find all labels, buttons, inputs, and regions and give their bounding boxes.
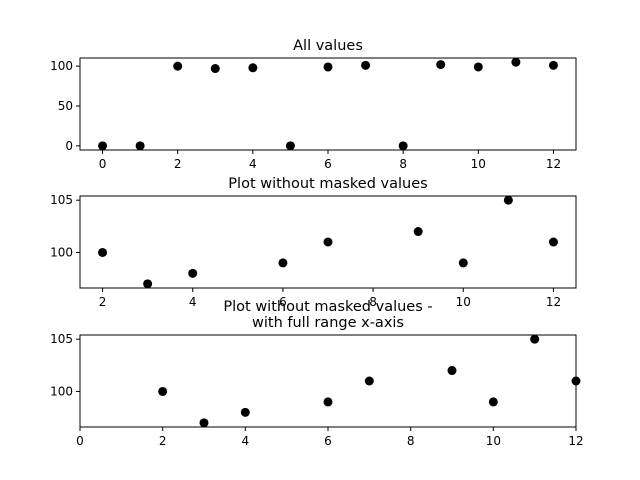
- data-point: [278, 258, 288, 268]
- x-tick-label: 8: [399, 157, 407, 171]
- x-tick-label: 10: [471, 157, 486, 171]
- x-tick-label: 6: [324, 157, 332, 171]
- data-point: [135, 141, 145, 151]
- subplot-2: Plot without masked values 2 4 6 8 10 12 100 105: [50, 176, 577, 309]
- chart-title: Plot without masked values: [228, 176, 427, 192]
- x-tick-label: 12: [546, 157, 561, 171]
- data-point: [530, 334, 540, 344]
- data-point: [323, 237, 333, 247]
- data-point: [323, 62, 333, 72]
- y-tick-label: 100: [50, 59, 73, 73]
- data-point: [98, 247, 108, 257]
- data-point: [503, 195, 513, 205]
- data-point: [240, 407, 250, 417]
- axes-frame: [79, 195, 577, 289]
- data-point: [361, 60, 371, 70]
- y-tick-label: 100: [50, 245, 73, 259]
- x-tick-label: 4: [242, 434, 250, 448]
- x-tick-label: 8: [407, 434, 415, 448]
- y-tick-label: 100: [50, 384, 73, 398]
- x-tick-label: 0: [99, 157, 107, 171]
- data-point: [413, 227, 423, 237]
- data-point: [488, 397, 498, 407]
- x-tick-label: 10: [486, 434, 501, 448]
- x-tick-label: 6: [324, 434, 332, 448]
- data-point: [158, 386, 168, 396]
- chart-title: All values: [293, 38, 363, 54]
- axes-frame: [79, 57, 577, 151]
- subplot-3: Plot without masked values -with full ra…: [50, 299, 584, 448]
- data-point: [511, 57, 521, 67]
- x-tick-label: 2: [174, 157, 182, 171]
- data-point: [248, 63, 258, 73]
- data-point: [210, 64, 220, 74]
- data-point: [473, 62, 483, 72]
- data-point: [173, 61, 183, 71]
- data-point: [199, 418, 209, 428]
- data-point: [436, 60, 446, 70]
- x-tick-label: 2: [99, 295, 107, 309]
- data-point: [548, 60, 558, 70]
- x-tick-label: 8: [369, 295, 377, 309]
- x-tick-label: 4: [249, 157, 257, 171]
- x-tick-label: 6: [279, 295, 287, 309]
- chart-title: with full range x-axis: [252, 315, 404, 331]
- y-tick-label: 50: [58, 99, 73, 113]
- axes-frame: [79, 334, 577, 428]
- data-point: [188, 268, 198, 278]
- data-point: [323, 397, 333, 407]
- data-point: [98, 141, 108, 151]
- x-tick-label: 2: [159, 434, 167, 448]
- subplot-1: All values 0 2 4 6 8 10 12 0 50 100: [50, 38, 577, 171]
- data-point: [364, 376, 374, 386]
- x-tick-label: 12: [546, 295, 561, 309]
- data-point: [285, 141, 295, 151]
- chart-title: Plot without masked values -: [223, 299, 432, 315]
- data-point: [571, 376, 581, 386]
- x-tick-label: 0: [76, 434, 84, 448]
- y-tick-label: 0: [65, 139, 73, 153]
- data-point: [143, 279, 153, 289]
- x-tick-label: 4: [189, 295, 197, 309]
- data-point: [447, 366, 457, 376]
- x-tick-label: 10: [456, 295, 471, 309]
- data-point: [398, 141, 408, 151]
- x-tick-label: 12: [568, 434, 583, 448]
- y-tick-label: 105: [50, 332, 73, 346]
- data-point: [458, 258, 468, 268]
- y-tick-label: 105: [50, 193, 73, 207]
- data-point: [548, 237, 558, 247]
